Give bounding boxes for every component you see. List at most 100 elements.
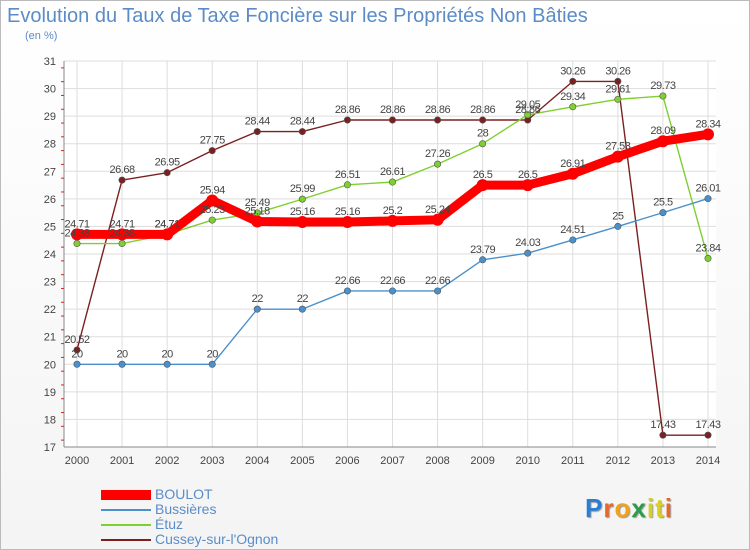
- data-point-cussey-sur-l-ognon: [343, 116, 351, 124]
- legend-swatch-cussey: [101, 539, 151, 541]
- data-label--tuz: 26.51: [335, 169, 360, 181]
- chart-title: Evolution du Taux de Taxe Foncière sur l…: [7, 5, 588, 27]
- data-label-bussi-res: 25: [612, 210, 624, 222]
- data-point--tuz: [118, 240, 126, 248]
- data-label--tuz: 25.49: [245, 197, 270, 209]
- data-label--tuz: 29.73: [650, 80, 675, 92]
- logo-letter: t: [655, 493, 665, 523]
- y-tick-label: 20: [44, 359, 56, 371]
- data-point-bussi-res: [253, 305, 261, 313]
- data-label-cussey-sur-l-ognon: 28.86: [425, 104, 450, 116]
- data-label-bussi-res: 20: [162, 348, 174, 360]
- data-label-cussey-sur-l-ognon: 26.95: [155, 157, 180, 169]
- data-label-cussey-sur-l-ognon: 27.75: [200, 135, 225, 147]
- data-point-bussi-res: [569, 236, 577, 244]
- x-tick-label: 2003: [200, 455, 224, 467]
- data-label-cussey-sur-l-ognon: 17.43: [695, 419, 720, 431]
- legend-item-bussieres: Bussières: [101, 502, 361, 517]
- data-point-bussi-res: [73, 360, 81, 368]
- data-label-boulot: 26.91: [560, 158, 585, 170]
- data-label-cussey-sur-l-ognon: 28.44: [245, 116, 270, 128]
- x-tick-label: 2011: [561, 455, 585, 467]
- data-point-cussey-sur-l-ognon: [388, 116, 396, 124]
- legend-item-cussey: Cussey-sur-l'Ognon: [101, 532, 361, 547]
- data-point-cussey-sur-l-ognon: [298, 128, 306, 136]
- data-label-boulot: 25.16: [335, 206, 360, 218]
- data-point-bussi-res: [298, 305, 306, 313]
- data-point-bussi-res: [479, 256, 487, 264]
- x-tick-label: 2004: [245, 455, 269, 467]
- data-label--tuz: 26.61: [380, 166, 405, 178]
- data-point-bussi-res: [524, 249, 532, 257]
- y-tick-label: 18: [44, 414, 56, 426]
- data-point-cussey-sur-l-ognon: [479, 116, 487, 124]
- data-label--tuz: 25.99: [290, 183, 315, 195]
- data-label-boulot: 25.18: [245, 205, 270, 217]
- data-label-boulot: 26.5: [473, 169, 493, 181]
- y-tick-label: 27: [44, 166, 56, 178]
- data-label--tuz: 25.23: [200, 204, 225, 216]
- data-label--tuz: 24.38: [110, 228, 135, 240]
- legend-swatch-bussieres: [101, 509, 151, 511]
- data-label-cussey-sur-l-ognon: 28.44: [290, 116, 315, 128]
- data-label-boulot: 25.94: [200, 185, 225, 197]
- y-tick-label: 29: [44, 111, 56, 123]
- data-point-boulot: [431, 213, 444, 226]
- data-point-bussi-res: [704, 195, 712, 203]
- data-point-cussey-sur-l-ognon: [163, 169, 171, 177]
- data-label--tuz: 27.26: [425, 148, 450, 160]
- data-label-cussey-sur-l-ognon: 17.43: [650, 419, 675, 431]
- data-point--tuz: [208, 216, 216, 224]
- data-point-boulot: [566, 167, 579, 180]
- logo-letter: r: [603, 493, 615, 523]
- data-point-cussey-sur-l-ognon: [73, 346, 81, 354]
- data-label-bussi-res: 20: [71, 348, 83, 360]
- data-point-boulot: [71, 228, 83, 241]
- data-label-cussey-sur-l-ognon: 20.52: [64, 334, 89, 346]
- data-label--tuz: 29.34: [560, 91, 585, 103]
- data-point-cussey-sur-l-ognon: [253, 128, 261, 136]
- x-tick-label: 2010: [515, 455, 539, 467]
- data-point--tuz: [479, 140, 487, 148]
- data-point-boulot: [386, 214, 399, 227]
- data-label-cussey-sur-l-ognon: 30.26: [560, 65, 585, 77]
- data-point-boulot: [206, 194, 219, 207]
- data-point-bussi-res: [208, 360, 216, 368]
- data-point--tuz: [659, 92, 667, 100]
- data-label-bussi-res: 22: [297, 293, 309, 305]
- data-label-boulot: 28.34: [695, 118, 720, 130]
- x-tick-label: 2013: [651, 455, 675, 467]
- data-label-bussi-res: 22: [252, 293, 264, 305]
- data-label-bussi-res: 20: [207, 348, 219, 360]
- data-point-bussi-res: [659, 209, 667, 217]
- legend-label-boulot: BOULOT: [155, 486, 213, 502]
- y-tick-label: 22: [44, 304, 56, 316]
- legend-label-etuz: Étuz: [155, 516, 184, 532]
- legend-item-etuz: Étuz: [101, 517, 361, 532]
- data-point--tuz: [524, 111, 532, 119]
- x-tick-label: 2005: [290, 455, 314, 467]
- data-label-bussi-res: 22.66: [335, 275, 360, 287]
- legend-label-cussey: Cussey-sur-l'Ognon: [155, 531, 279, 547]
- data-label-bussi-res: 24.03: [515, 237, 540, 249]
- data-label-boulot: 25.2: [383, 205, 403, 217]
- chart-unit-label: (en %): [25, 30, 58, 42]
- legend-swatch-boulot: [101, 490, 151, 500]
- x-tick-label: 2012: [606, 455, 630, 467]
- data-label-bussi-res: 24.51: [560, 224, 585, 236]
- x-tick-label: 2008: [425, 455, 449, 467]
- y-tick-label: 30: [44, 84, 56, 96]
- data-label--tuz: 24.38: [64, 228, 89, 240]
- data-point-cussey-sur-l-ognon: [208, 147, 216, 155]
- legend-label-bussieres: Bussières: [155, 501, 217, 517]
- y-tick-label: 19: [44, 387, 56, 399]
- data-point-bussi-res: [118, 360, 126, 368]
- data-label-bussi-res: 26.01: [695, 183, 720, 195]
- x-tick-label: 2006: [335, 455, 359, 467]
- data-label--tuz: 24.71: [155, 218, 180, 230]
- data-point-bussi-res: [614, 222, 622, 230]
- legend-item-boulot: BOULOT: [101, 487, 361, 502]
- y-tick-label: 28: [44, 139, 56, 151]
- x-tick-label: 2009: [470, 455, 494, 467]
- data-point-boulot: [702, 128, 714, 141]
